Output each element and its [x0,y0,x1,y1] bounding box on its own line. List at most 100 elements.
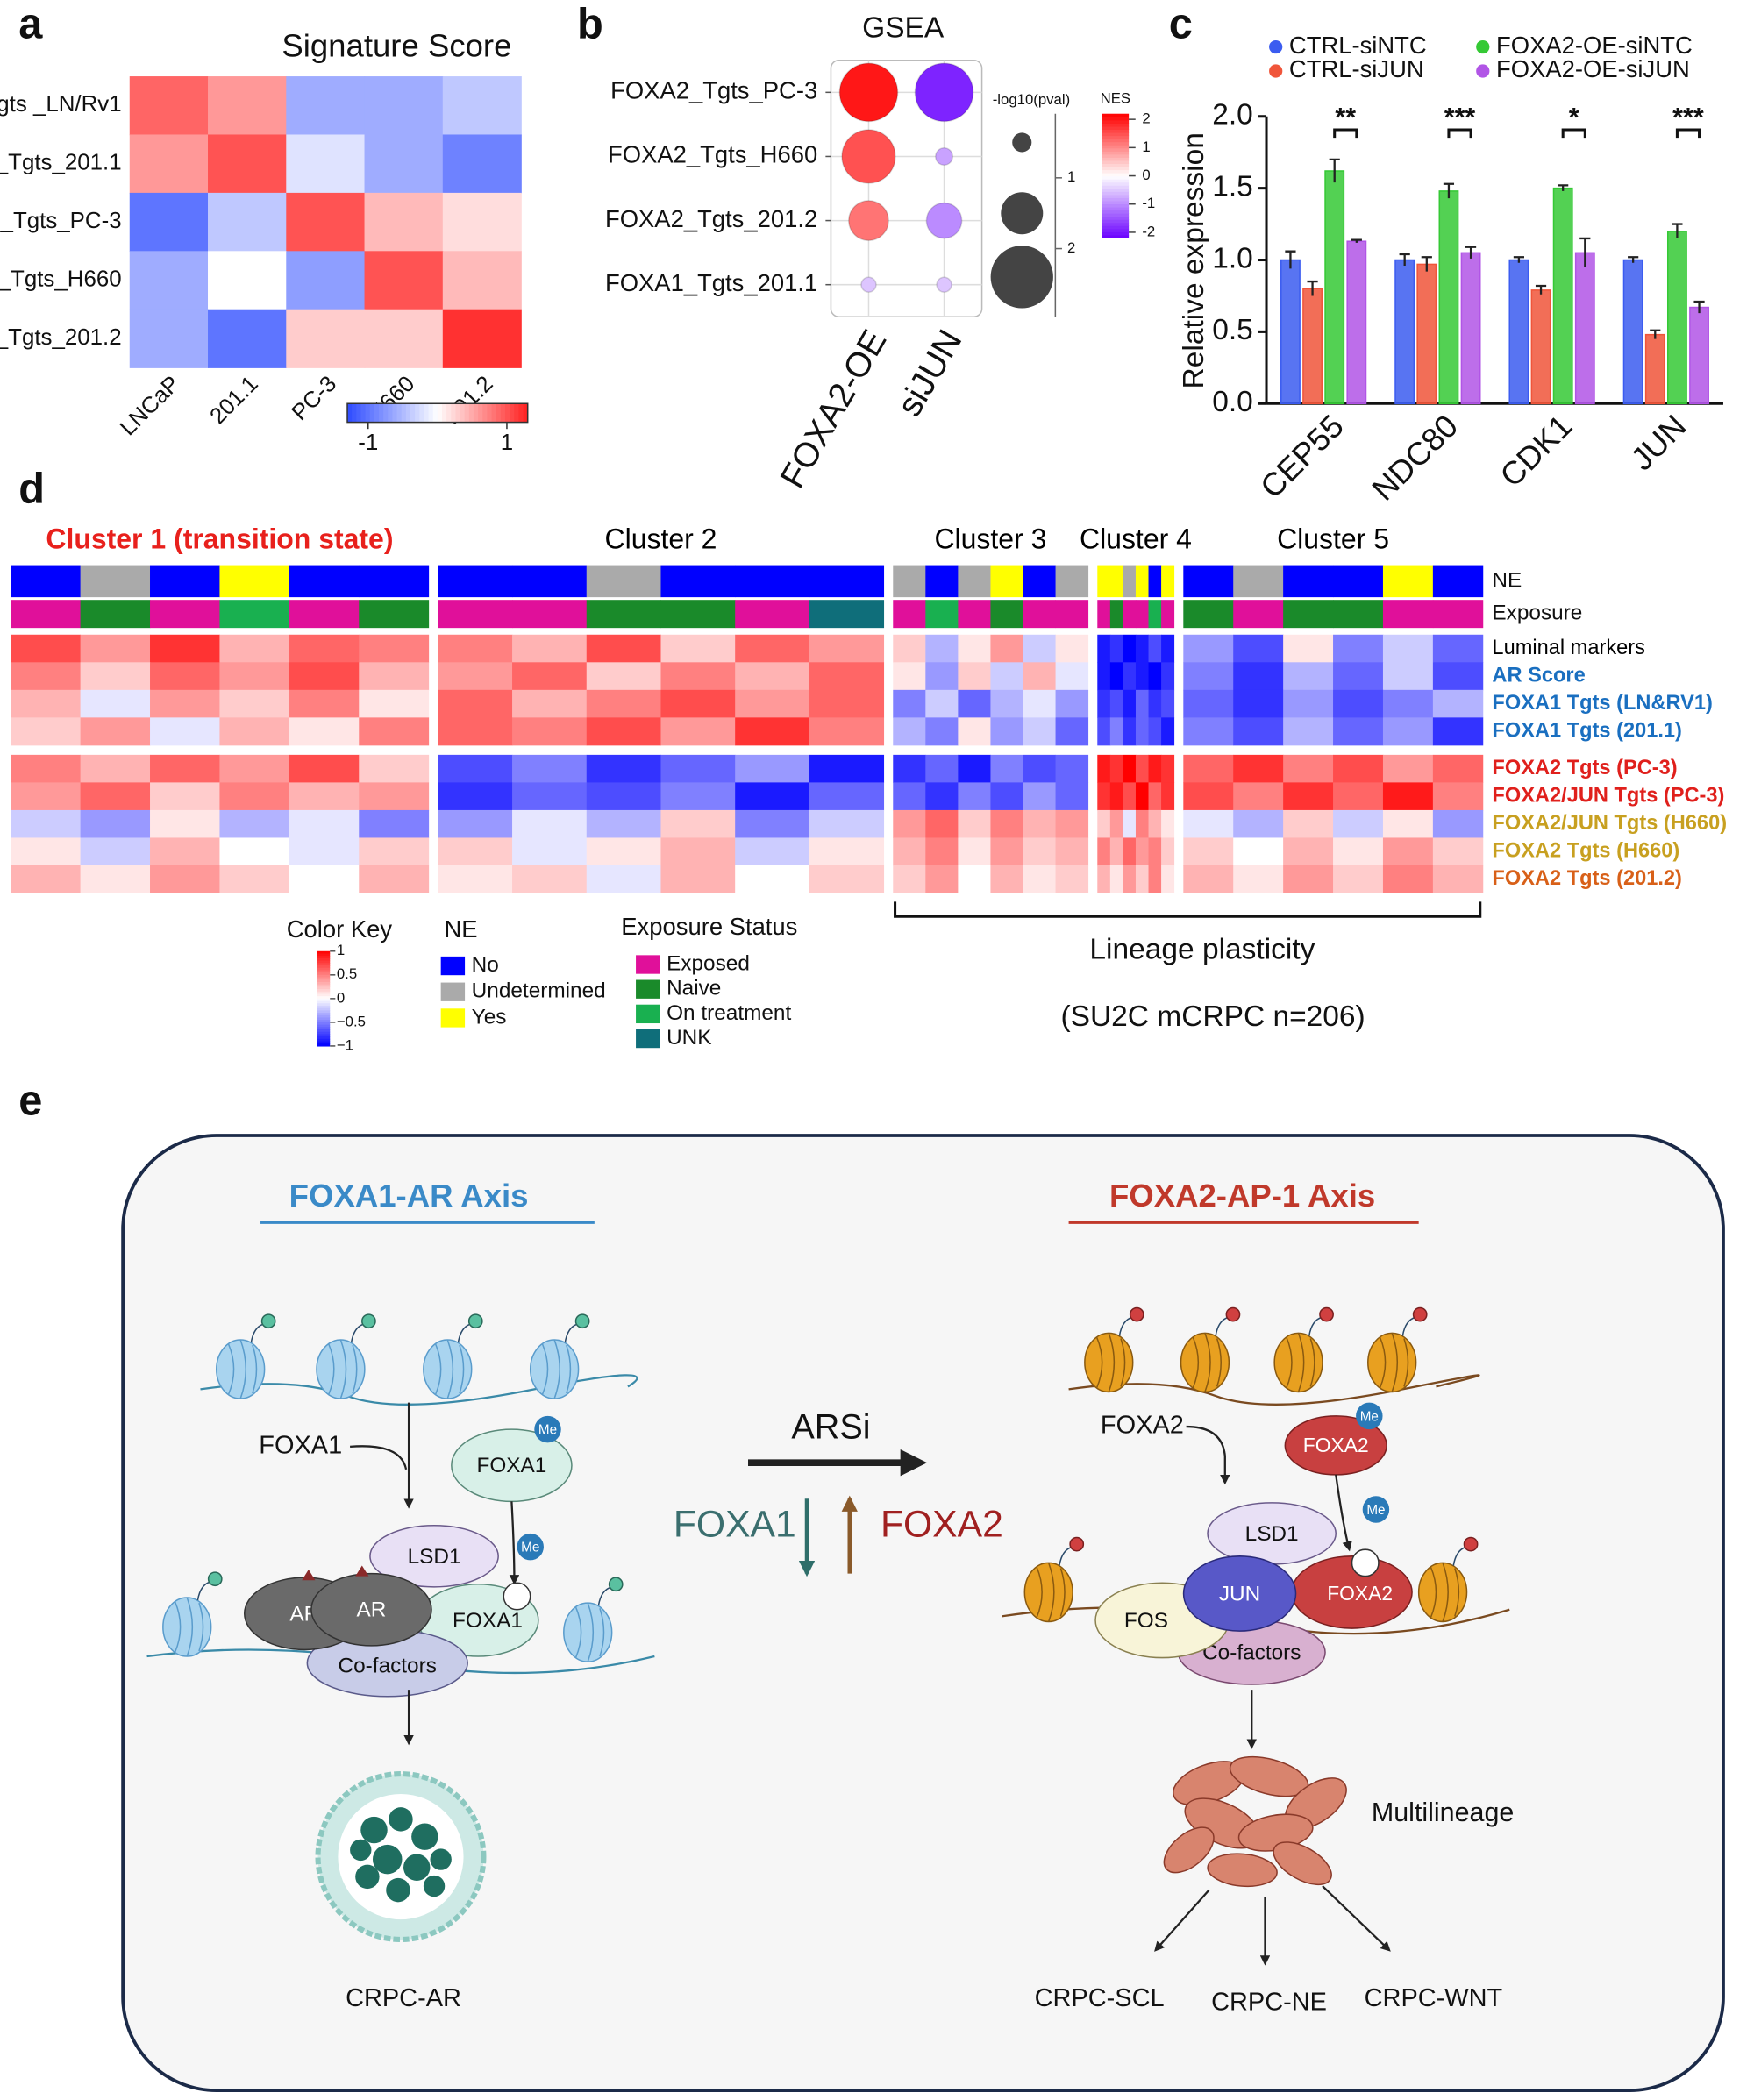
heat-cell [809,717,885,746]
heat-cell [735,809,810,838]
heat-cell [1161,865,1175,893]
heat-cell [1109,837,1123,866]
heat-cell [289,809,360,838]
bar [1689,306,1709,405]
heat-cell [1161,809,1175,838]
heat-cell [925,809,959,838]
pioneer-label: FOXA1 [476,1454,546,1477]
significance-label: * [1569,103,1579,132]
heat-cell [1135,689,1149,718]
y-tick-label: 0.0 [1212,386,1253,418]
annotation-cell [1161,600,1175,629]
colorbar-tick-label: 0 [1142,167,1150,183]
legend-label: CTRL-siNTC [1289,32,1427,59]
heat-cell [286,309,366,368]
colorbar-cell [419,403,425,423]
heat-cell [735,865,810,893]
foxa1-label: FOXA1 [453,1609,523,1633]
error-bar [1351,238,1362,243]
heat-cell [1135,754,1149,783]
colorbar-cell [1102,129,1130,133]
legend-title: Exposure Status [621,913,797,940]
heat-cell [359,782,430,811]
heat-cell [1055,634,1089,663]
heat-cell [958,634,991,663]
annotation-cell [80,565,151,598]
bar [1324,170,1345,405]
heat-cell [289,689,360,718]
heat-cell [1432,717,1484,746]
heat-cell [512,837,588,866]
error-bar [1513,256,1525,263]
colorbar-cell [369,403,375,423]
heat-cell [359,634,430,663]
legend-title: -log10(pval) [993,91,1070,108]
heat-cell [893,689,926,718]
heat-cell [990,689,1023,718]
dna [200,1374,638,1406]
heat-cell [1097,837,1111,866]
heat-cell [219,689,290,718]
colorbar-cell [317,957,331,962]
heat-cell [150,634,220,663]
outcome-label: CRPC-WNT [1365,1984,1503,2012]
heat-cell [286,134,366,194]
annotation-cell [809,600,885,629]
heat-cell [958,754,991,783]
annotation-cell [586,565,661,598]
heat-cell [438,809,513,838]
annotation-cell [359,565,430,598]
colorbar-cell [317,998,331,1002]
y-tick-label: FOXA2_Tgts_PC-3 [610,77,817,104]
annotation-cell [512,565,588,598]
heat-cell [1055,717,1089,746]
heat-cell [442,134,522,194]
annotation-cell [893,600,926,629]
colorbar-cell [1102,160,1130,164]
colorbar-cell [1102,169,1130,174]
colorbar-cell [317,1022,331,1026]
heat-cell [660,662,736,691]
heat-cell [1161,689,1175,718]
heat-cell [219,634,290,663]
annotation-cell [219,565,290,598]
annotation-cell [1432,600,1484,629]
heat-cell [1109,782,1123,811]
heat-cell [1055,865,1089,893]
heat-cell [1123,717,1137,746]
heat-cell [1023,634,1057,663]
panel-label: c [1169,1,1193,48]
colorbar-tick-label: 1 [1142,139,1150,155]
significance-bracket [1333,128,1358,139]
ar [310,1572,432,1647]
annotation-cell [1055,565,1089,598]
colorbar-cell [428,403,434,423]
annotation-cell [990,565,1023,598]
bar [1460,252,1481,405]
heat-cell [1283,865,1334,893]
heat-cell [1183,689,1234,718]
heat-cell [80,837,151,866]
colorbar-tick-label: 0.5 [337,965,357,982]
outcome-label: CRPC-SCL [1035,1984,1165,2012]
colorbar-cell [510,403,515,423]
heat-cell [150,717,220,746]
heat-cell [1283,837,1334,866]
annotation-cell [1283,565,1334,598]
size-key [990,246,1053,309]
y-tick-label: FOXA2_Tgts_201.2 [605,205,817,232]
annotation-cell [150,600,220,629]
error-bar [1535,284,1547,295]
legend-swatch [636,979,660,999]
cluster-title: Cluster 1 (transition state) [46,523,393,555]
heat-cell [11,782,82,811]
heat-cell [990,865,1023,893]
heat-cell [925,837,959,866]
column-label: 201.1 [205,372,263,430]
heat-cell [80,782,151,811]
heat-cell [925,754,959,783]
heat-cell [442,192,522,253]
bar [1508,259,1529,405]
x-tick-label: JUN [1623,408,1693,477]
